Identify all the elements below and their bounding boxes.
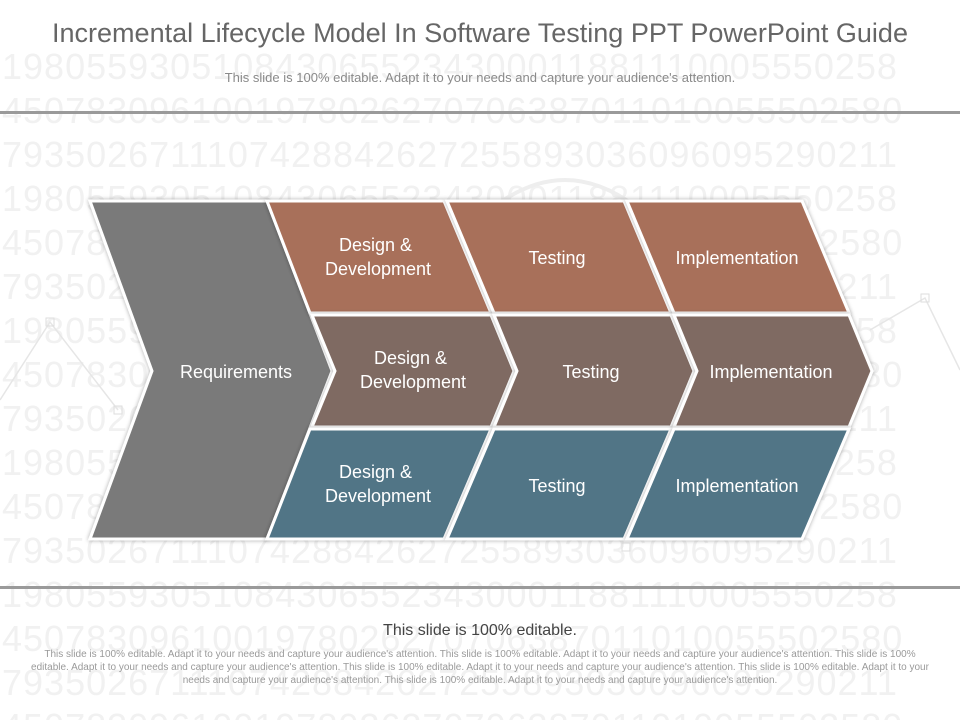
row2-testing-label: Testing [562,362,619,382]
page-subtitle: This slide is 100% editable. Adapt it to… [224,70,736,85]
digit-row: 1980559305108430655234300011881110005550… [2,574,898,615]
row2-design-line2: Development [360,372,466,392]
row1-design-shape [264,199,494,315]
row2-implementation-shape [671,313,874,429]
digit-row: 1980559305108430655234300011881110005550… [2,46,898,87]
decorative-marker [113,405,123,415]
requirements-chevron: Requirements [87,199,334,541]
row1-implementation-shape [624,199,852,315]
top-divider [0,111,960,114]
requirements-label: Requirements [180,362,292,382]
row3-implementation-label: Implementation [675,476,798,496]
footer-body-text: This slide is 100% editable. Adapt it to… [31,649,929,686]
row2-implementation-label: Implementation [709,362,832,382]
row3-design-line1: Design & [339,462,412,482]
bottom-divider [0,586,960,589]
row2-testing-shape [491,313,696,429]
row3-design-shape [264,427,494,541]
row3-design-label: Design & Development [325,462,431,506]
row1-implementation-label: Implementation [675,248,798,268]
digit-row: 4507830961001978026270706387011010055502… [2,90,904,131]
decorative-arc [488,178,642,212]
decorative-line-right [869,296,960,371]
digit-row: 7935026711107428842627255893036096095290… [2,662,898,703]
row2-design-label: Design & Development [360,348,466,392]
increment-row-3: Design & Development Testing Implementat… [264,427,852,541]
footer-heading: This slide is 100% editable. [383,622,577,639]
page-title: Incremental Lifecycle Model In Software … [52,18,908,48]
row2-design-shape [309,313,516,429]
row3-implementation-shape [624,427,852,541]
digit-row: 7935026711107428842627255893036096095290… [2,134,898,175]
row2-design-line1: Design & [374,348,447,368]
increment-row-2: Design & Development Testing Implementat… [309,313,874,429]
row1-design-line1: Design & [339,235,412,255]
digit-row: 4507830961001978026270706387011010055502… [2,705,960,720]
digit-row: 4507830961001978026270706387011010055502… [2,618,904,659]
decorative-marker [621,542,631,552]
decorative-line-left [0,320,119,411]
row3-design-line2: Development [325,486,431,506]
row1-design-label: Design & Development [325,235,431,279]
row1-testing-label: Testing [528,248,585,268]
decorative-marker [920,293,930,303]
row3-testing-shape [444,427,674,541]
decorative-marker [45,317,55,327]
row1-testing-shape [444,199,674,315]
row3-testing-label: Testing [528,476,585,496]
increment-row-1: Design & Development Testing Implementat… [264,199,852,315]
row1-design-line2: Development [325,259,431,279]
